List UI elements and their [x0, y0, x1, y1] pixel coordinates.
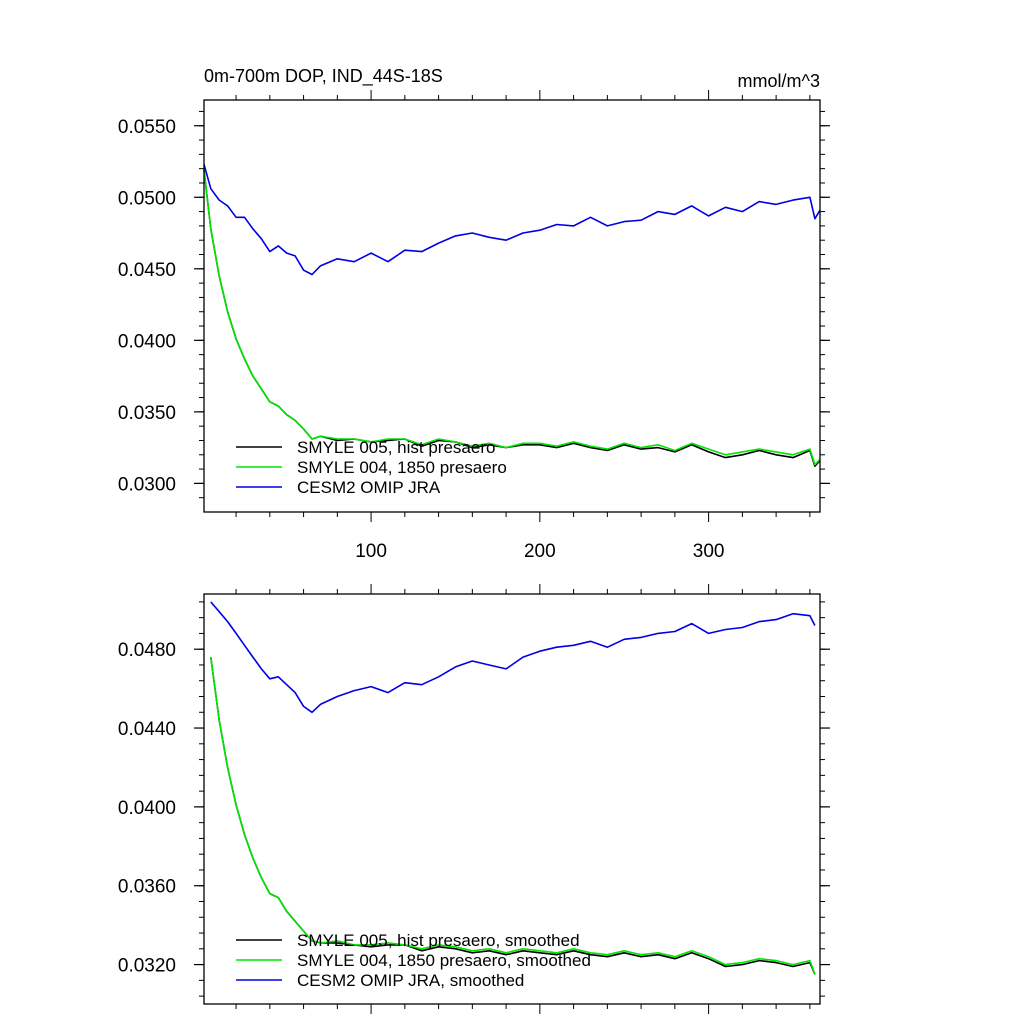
- panel-top: 0m-700m DOP, IND_44S-18S mmol/m^3 0.0550…: [118, 66, 830, 562]
- y-tick-label: 0.0500: [118, 188, 176, 209]
- y-tick-label: 0.0360: [118, 877, 176, 898]
- series-lines: [210, 601, 816, 975]
- series-line-2: [203, 170, 821, 466]
- legend-label: SMYLE 004, 1850 presaero, smoothed: [297, 951, 591, 970]
- series-line-3: [210, 601, 816, 714]
- y-tick-label: 0.0440: [118, 719, 176, 740]
- series-line-3: [203, 164, 821, 276]
- panel-bottom: 0.0480 0.0440 0.0400 0.0360 0.0320 SMYLE 005…: [118, 584, 830, 1014]
- y-tick-label: 0.0400: [118, 798, 176, 819]
- axis-ticks: 0.0480 0.0440 0.0400 0.0360 0.0320: [118, 584, 830, 1014]
- legend-label: SMYLE 005, hist presaero, smoothed: [297, 931, 580, 950]
- panel-title: 0m-700m DOP, IND_44S-18S: [204, 66, 443, 87]
- axis-ticks: 0.0550 0.0500 0.0450 0.0400 0.0350 0.0300 100 2…: [118, 90, 830, 562]
- legend: SMYLE 005, hist presaero, smoothedSMYLE …: [236, 931, 591, 990]
- plot-frame: [203, 593, 821, 1005]
- x-tick-label: 100: [355, 541, 387, 562]
- legend-label: SMYLE 005, hist presaero: [297, 438, 495, 457]
- series-line-2: [210, 656, 816, 975]
- y-tick-label: 0.0450: [118, 260, 176, 281]
- y-tick-label: 0.0480: [118, 640, 176, 661]
- series-lines: [203, 164, 821, 468]
- y-tick-label: 0.0350: [118, 403, 176, 424]
- legend-label: CESM2 OMIP JRA, smoothed: [297, 971, 524, 990]
- x-tick-label: 300: [693, 541, 725, 562]
- y-tick-label: 0.0320: [118, 956, 176, 977]
- legend-label: CESM2 OMIP JRA: [297, 478, 441, 497]
- series-line-1: [210, 656, 816, 975]
- y-tick-label: 0.0550: [118, 117, 176, 138]
- y-tick-label: 0.0300: [118, 474, 176, 495]
- x-tick-label: 200: [524, 541, 556, 562]
- units-label: mmol/m^3: [738, 71, 820, 91]
- plot-frame: [203, 99, 821, 513]
- y-tick-label: 0.0400: [118, 331, 176, 352]
- legend-label: SMYLE 004, 1850 presaero: [297, 458, 507, 477]
